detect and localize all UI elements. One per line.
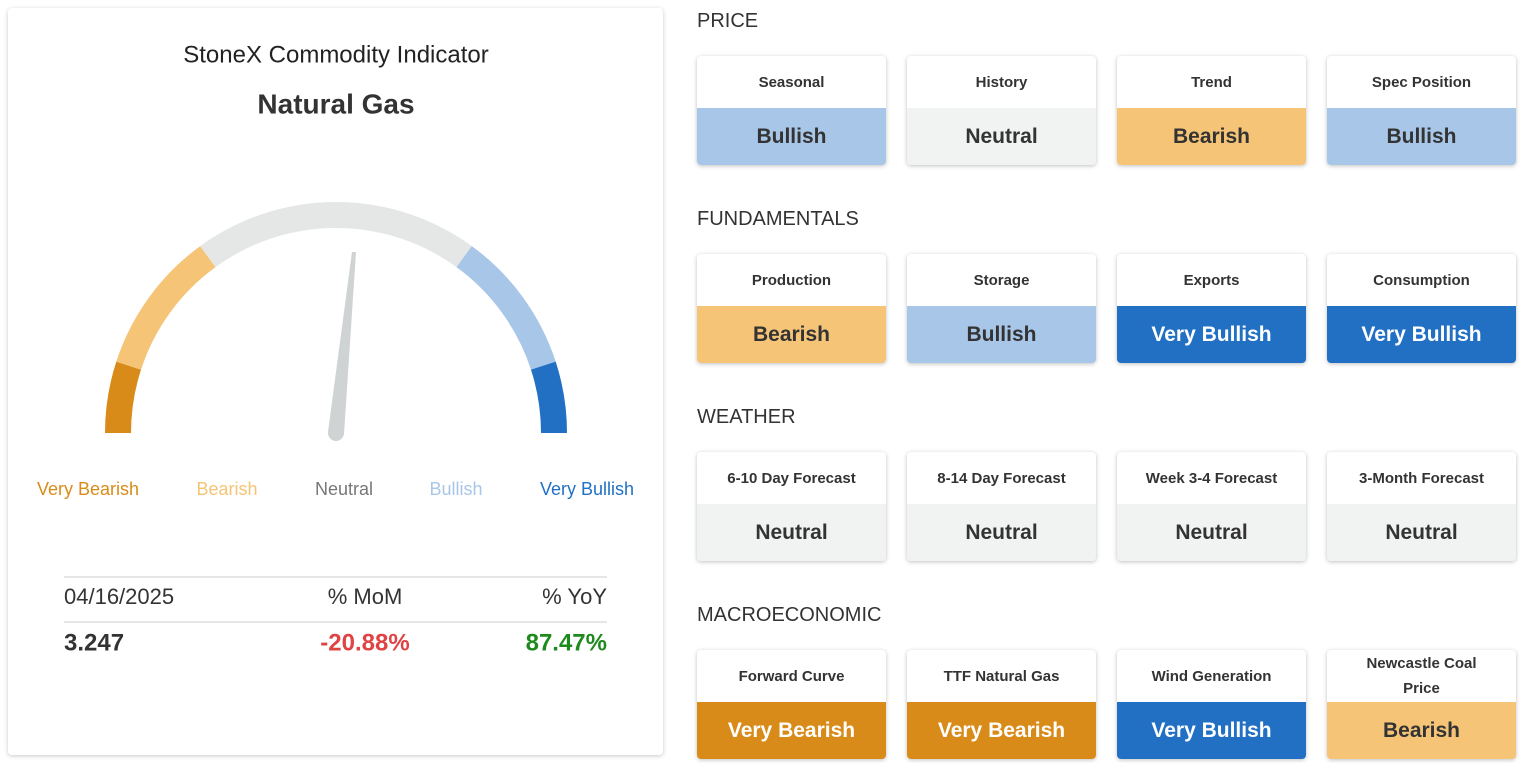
card-label: Week 3-4 Forecast [1145,469,1278,487]
signal-card: 3-Month Forecast Neutral [1327,452,1516,561]
gauge-segment [105,361,142,434]
card-label: History [975,73,1028,91]
signal-card: Storage Bullish [907,254,1096,363]
signal-card: 8-14 Day Forecast Neutral [907,452,1096,561]
summary-header: 04/16/2025 [64,584,174,609]
summary-value: -20.88% [320,629,409,656]
gauge-legend: Very Bullish [540,479,634,499]
card-signal: Bullish [1327,108,1516,165]
card-signal: Very Bullish [1327,306,1516,363]
signal-card: Trend Bearish [1117,56,1306,165]
summary-header: % MoM [328,584,403,609]
card-signal: Neutral [1327,504,1516,561]
card-signal: Bearish [697,306,886,363]
gauge-segment [456,246,556,370]
signal-card: Spec Position Bullish [1327,56,1516,165]
card-label: Exports [1183,271,1240,289]
summary-value: 87.47% [526,629,607,656]
gauge-segment [200,202,472,268]
gauge-legend: Very Bearish [37,479,139,499]
card-signal: Neutral [1117,504,1306,561]
signal-card: Production Bearish [697,254,886,363]
commodity: Natural Gas [257,88,414,119]
signal-card: Consumption Very Bullish [1327,254,1516,363]
gauge-segment [116,246,216,370]
signal-card: Exports Very Bullish [1117,254,1306,363]
signal-card: 6-10 Day Forecast Neutral [697,452,886,561]
signal-card: TTF Natural Gas Very Bearish [907,650,1096,759]
card-signal: Bullish [697,108,886,165]
gauge-legend: Bullish [429,479,482,499]
summary-value: 3.247 [64,629,124,656]
title: StoneX Commodity Indicator [183,41,488,68]
needle [328,252,356,434]
signal-card: Wind Generation Very Bullish [1117,650,1306,759]
card-label: 6-10 Day Forecast [727,469,856,487]
card-signal: Neutral [907,504,1096,561]
card-signal: Very Bullish [1117,306,1306,363]
signal-card: Newcastle Coal Price Bearish [1327,650,1516,759]
card-label: TTF Natural Gas [943,667,1060,685]
card-signal: Bullish [907,306,1096,363]
card-label: Seasonal [758,73,825,91]
card-signal: Neutral [907,108,1096,165]
section-title: PRICE [697,10,759,32]
card-label: Newcastle Coal Price [1366,655,1477,697]
indicator-card: StoneX Commodity Indicator Natural Gas V… [8,8,663,755]
card-label: Spec Position [1371,73,1472,91]
card-label: 8-14 Day Forecast [937,469,1066,487]
card-label: Wind Generation [1151,667,1272,685]
signal-card: Seasonal Bullish [697,56,886,165]
signal-card: Week 3-4 Forecast Neutral [1117,452,1306,561]
card-label: Trend [1191,73,1232,91]
gauge-segment [530,361,567,434]
card-signal: Very Bearish [907,702,1096,759]
section-title: MACROECONOMIC [697,604,882,626]
gauge-legend: Neutral [315,479,373,499]
card-signal: Bearish [1117,108,1306,165]
section-title: FUNDAMENTALS [697,208,859,230]
card-signal: Neutral [697,504,886,561]
card-label: Consumption [1373,271,1470,289]
card-label: Forward Curve [738,667,845,685]
card-signal: Very Bearish [697,702,886,759]
card-label: 3-Month Forecast [1358,469,1484,487]
card-label: Storage [973,271,1030,289]
summary-header: % YoY [542,584,607,609]
needle-base [328,425,344,441]
section-title: WEATHER [697,406,796,428]
card-label: Production [751,271,832,289]
signal-card: Forward Curve Very Bearish [697,650,886,759]
card-signal: Bearish [1327,702,1516,759]
card-signal: Very Bullish [1117,702,1306,759]
gauge: StoneX Commodity Indicator Natural Gas V… [37,41,634,656]
gauge-legend: Bearish [196,479,257,499]
signal-card: History Neutral [907,56,1096,165]
